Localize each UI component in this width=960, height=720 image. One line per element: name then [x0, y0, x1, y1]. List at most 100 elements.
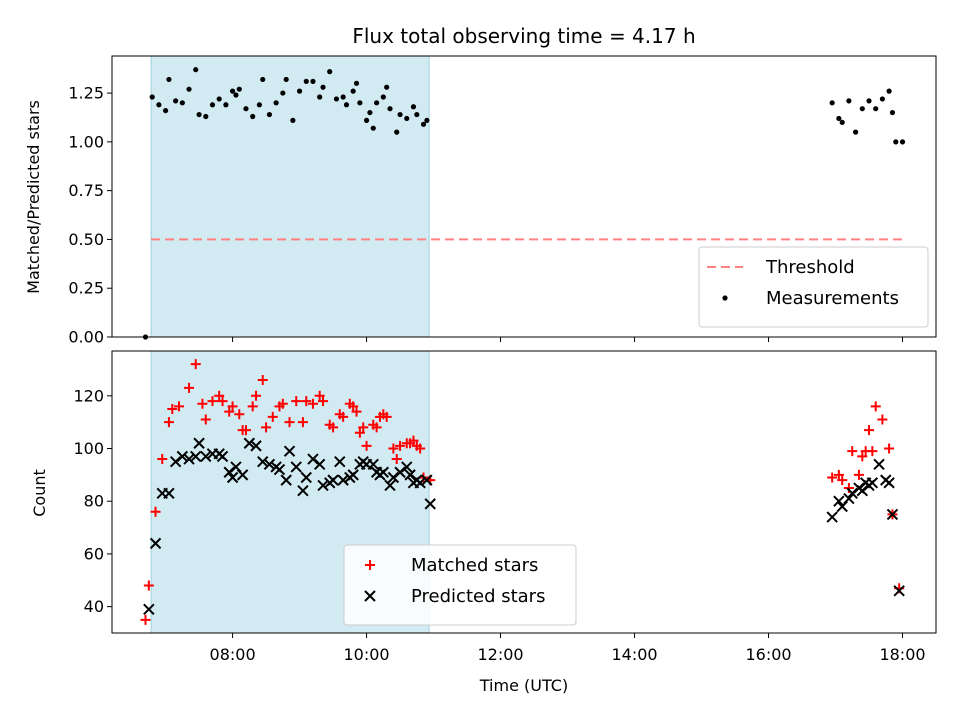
measurement-point [173, 98, 179, 104]
measurement-point [216, 96, 222, 102]
measurement-point [186, 86, 192, 92]
measurement-point [846, 98, 852, 104]
matched-star-point [338, 411, 349, 422]
measurement-point [162, 108, 169, 114]
predicted-star-point [273, 463, 286, 476]
y-tick-label: 1.00 [68, 132, 104, 151]
matched-star-point [261, 422, 272, 433]
predicted-star-point [886, 508, 899, 521]
measurement-point [374, 100, 380, 106]
matched-star-point [277, 398, 288, 409]
measurement-point [203, 113, 209, 120]
predicted-star-point [263, 458, 276, 471]
legend-box [698, 246, 929, 328]
predicted-star-point [367, 458, 379, 471]
predicted-star-point [846, 487, 858, 500]
measurement-point [384, 84, 390, 90]
legend-label: Measurements [766, 288, 899, 309]
predicted-star-point [290, 461, 302, 473]
y-tick-label: 40 [84, 597, 104, 616]
x-tick-label: 16:00 [745, 645, 791, 664]
measurement-point [327, 69, 333, 75]
matched-star-point [217, 396, 228, 407]
matched-star-point [381, 411, 392, 422]
predicted-star-point [387, 471, 400, 484]
measurement-point [223, 102, 229, 108]
measurement-point [310, 78, 316, 84]
matched-star-point [314, 390, 325, 401]
measurement-point [873, 106, 879, 112]
predicted-star-point [421, 474, 433, 486]
observing-window-band [150, 55, 430, 338]
measurement-point [363, 117, 370, 123]
matched-star-point [388, 443, 399, 454]
predicted-star-point [334, 455, 346, 468]
y-tick-label: 120 [73, 386, 104, 405]
matched-star-point [415, 443, 426, 454]
measurement-point [866, 98, 872, 104]
x-tick-label: 12:00 [477, 645, 523, 664]
matched-star-point [284, 417, 295, 428]
predicted-star-point [243, 437, 256, 449]
measurement-point [333, 96, 340, 102]
matched-star-point [351, 406, 362, 417]
predicted-star-point [873, 458, 885, 471]
predicted-star-point [377, 466, 390, 478]
matched-star-point [167, 403, 178, 414]
matched-star-point [200, 414, 211, 425]
matched-star-point [197, 398, 208, 409]
matched-star-point [173, 401, 184, 412]
predicted-star-point [401, 461, 413, 473]
matched-star-point [827, 472, 838, 483]
matched-star-point [227, 401, 238, 412]
predicted-star-point [317, 479, 329, 492]
y-tick-label: 0.50 [68, 230, 104, 249]
legend: Matched stars Predicted stars [343, 544, 577, 626]
matched-star-point [143, 580, 154, 591]
matched-star-point [391, 454, 402, 465]
measurement-point [424, 117, 430, 123]
matched-star-point [395, 440, 406, 451]
measurement-point [350, 88, 356, 94]
predicted-star-point [866, 477, 879, 489]
measurement-point [273, 100, 279, 106]
predicted-star-point [833, 495, 845, 507]
measurement-point [853, 129, 859, 135]
plot-frame [111, 55, 937, 338]
measurement-point [370, 125, 376, 131]
predicted-star-point [250, 440, 262, 452]
measurement-point [394, 129, 400, 135]
x-tick-label: 10:00 [344, 645, 390, 664]
predicted-star-point [193, 437, 205, 449]
measurement-point [196, 111, 202, 118]
legend-predicted-swatch [364, 590, 376, 602]
matched-star-point [150, 506, 161, 517]
predicted-star-point [216, 450, 229, 463]
measurement-point [404, 115, 410, 122]
predicted-star-point [183, 453, 195, 465]
matched-star-point [297, 417, 308, 428]
measurement-point [353, 80, 360, 86]
measurement-point [296, 88, 303, 94]
matched-star-point [291, 396, 302, 407]
matched-star-point [328, 422, 339, 433]
predicted-star-point [327, 474, 339, 486]
predicted-star-point [236, 469, 249, 481]
y-tick-label: 60 [84, 544, 104, 563]
legend-label: Threshold [765, 257, 855, 278]
measurement-point [166, 76, 172, 83]
measurement-point [859, 106, 865, 112]
predicted-star-point [163, 487, 175, 500]
measurement-point [899, 139, 906, 145]
measurement-point [266, 111, 273, 118]
measurement-point [156, 102, 162, 108]
measurement-point [886, 88, 892, 94]
y-tick-label: 80 [84, 492, 104, 511]
predicted-star-point [384, 479, 396, 492]
matched-star-point [867, 446, 878, 457]
plot-frame [111, 350, 937, 634]
matched-star-point [371, 422, 382, 433]
measurement-point [343, 102, 350, 108]
measurement-point [303, 78, 309, 84]
measurement-point [420, 121, 427, 127]
